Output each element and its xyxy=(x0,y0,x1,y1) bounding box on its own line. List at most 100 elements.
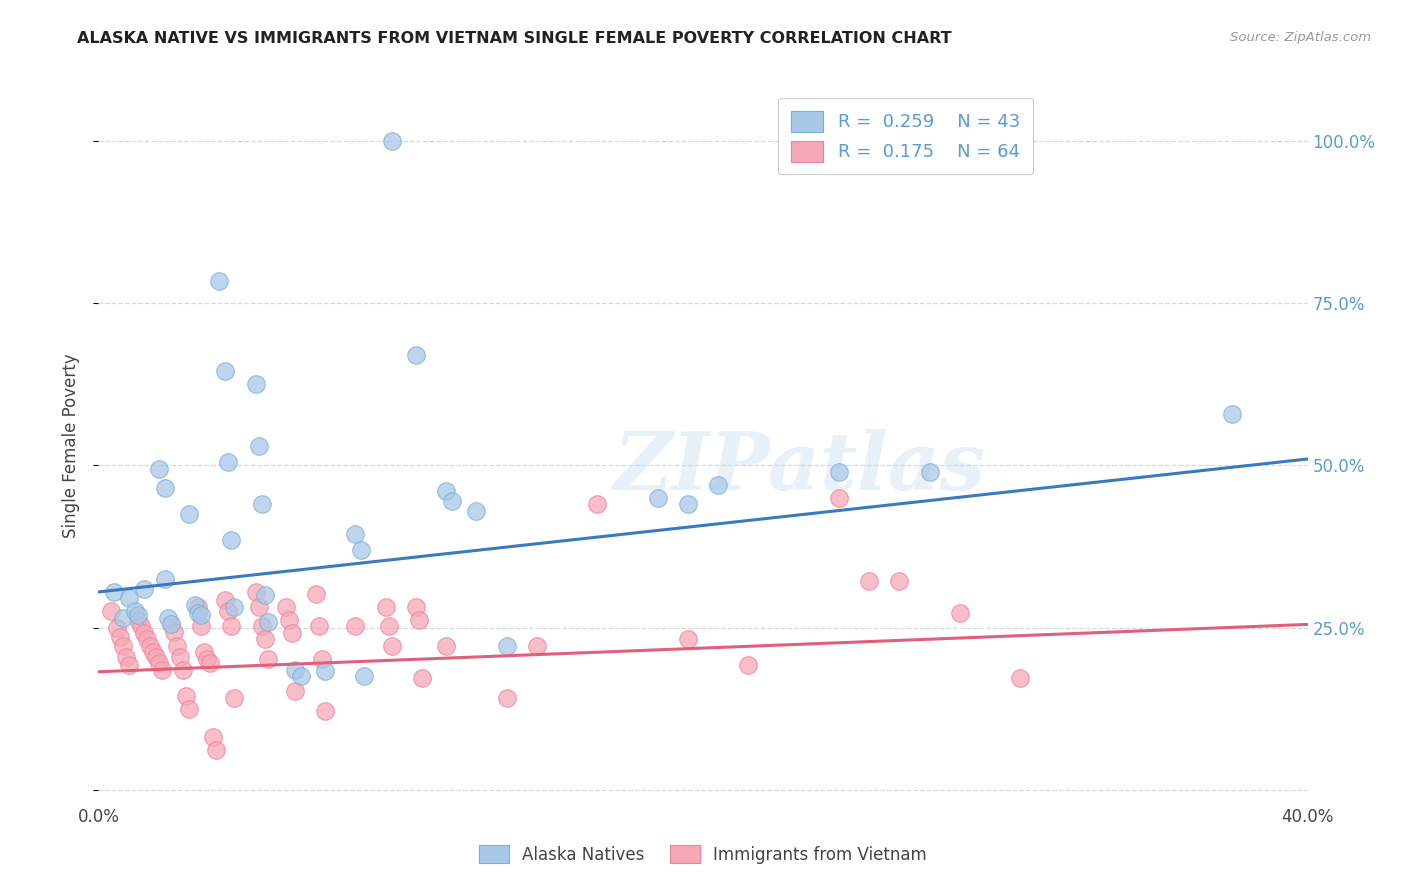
Point xyxy=(111,611,134,625)
Point xyxy=(350,542,373,557)
Point xyxy=(434,639,457,653)
Point xyxy=(377,619,399,633)
Point xyxy=(179,507,201,521)
Point xyxy=(187,599,209,614)
Point xyxy=(105,621,128,635)
Point xyxy=(858,574,880,588)
Point xyxy=(949,607,972,621)
Point xyxy=(284,663,307,677)
Point xyxy=(434,484,457,499)
Point xyxy=(405,599,427,614)
Point xyxy=(179,702,201,716)
Point xyxy=(250,497,273,511)
Point xyxy=(1220,407,1243,421)
Point xyxy=(103,585,125,599)
Point xyxy=(828,465,851,479)
Point xyxy=(160,617,183,632)
Legend: R =  0.259    N = 43, R =  0.175    N = 64: R = 0.259 N = 43, R = 0.175 N = 64 xyxy=(778,98,1032,174)
Point xyxy=(737,658,759,673)
Point xyxy=(217,604,239,618)
Point xyxy=(676,632,699,647)
Point xyxy=(495,639,517,653)
Point xyxy=(145,649,167,664)
Point xyxy=(405,348,427,362)
Point xyxy=(184,598,207,612)
Point xyxy=(314,664,336,678)
Point xyxy=(290,669,312,683)
Point xyxy=(253,632,276,647)
Point xyxy=(245,377,267,392)
Point xyxy=(441,494,464,508)
Point xyxy=(221,619,243,633)
Point xyxy=(586,497,609,511)
Point xyxy=(1010,671,1032,685)
Point xyxy=(256,652,278,666)
Point xyxy=(163,624,186,639)
Point xyxy=(150,663,173,677)
Y-axis label: Single Female Poverty: Single Female Poverty xyxy=(62,354,80,538)
Point xyxy=(305,587,328,601)
Point xyxy=(465,504,488,518)
Point xyxy=(374,599,396,614)
Point xyxy=(127,607,149,622)
Point xyxy=(100,604,122,618)
Point xyxy=(224,690,246,705)
Point xyxy=(124,604,146,618)
Point xyxy=(676,497,699,511)
Point xyxy=(135,632,157,647)
Point xyxy=(172,663,194,677)
Point xyxy=(647,491,669,505)
Legend: Alaska Natives, Immigrants from Vietnam: Alaska Natives, Immigrants from Vietnam xyxy=(472,838,934,871)
Point xyxy=(408,613,430,627)
Point xyxy=(256,615,278,630)
Point xyxy=(526,639,548,653)
Point xyxy=(195,652,218,666)
Point xyxy=(344,526,367,541)
Point xyxy=(132,625,155,640)
Point xyxy=(247,439,270,453)
Point xyxy=(918,465,941,479)
Point xyxy=(169,650,191,665)
Point xyxy=(160,617,183,632)
Point xyxy=(250,619,273,633)
Text: Source: ZipAtlas.com: Source: ZipAtlas.com xyxy=(1230,31,1371,45)
Point xyxy=(190,607,212,622)
Point xyxy=(187,607,209,621)
Point xyxy=(153,481,176,495)
Point xyxy=(202,730,225,744)
Point xyxy=(132,582,155,596)
Point xyxy=(190,619,212,633)
Point xyxy=(148,657,170,671)
Point xyxy=(111,639,134,653)
Point xyxy=(274,599,297,614)
Point xyxy=(139,639,162,653)
Point xyxy=(217,455,239,469)
Point xyxy=(142,645,165,659)
Point xyxy=(707,478,730,492)
Point xyxy=(156,611,179,625)
Point xyxy=(118,591,141,606)
Point xyxy=(208,274,231,288)
Text: ZIPatlas: ZIPatlas xyxy=(613,429,986,506)
Point xyxy=(214,593,236,607)
Point xyxy=(200,657,222,671)
Point xyxy=(129,619,152,633)
Point xyxy=(381,134,404,148)
Point xyxy=(308,619,330,633)
Point xyxy=(118,658,141,673)
Point xyxy=(381,639,404,653)
Point xyxy=(311,652,333,666)
Point xyxy=(174,689,197,703)
Point xyxy=(277,613,299,627)
Point xyxy=(284,684,307,698)
Point xyxy=(411,671,433,685)
Point xyxy=(221,533,243,547)
Point xyxy=(495,690,517,705)
Point xyxy=(314,704,336,718)
Point xyxy=(205,742,228,756)
Point xyxy=(193,645,215,659)
Point xyxy=(889,574,911,588)
Point xyxy=(828,491,851,505)
Point xyxy=(108,631,131,645)
Point xyxy=(344,619,367,633)
